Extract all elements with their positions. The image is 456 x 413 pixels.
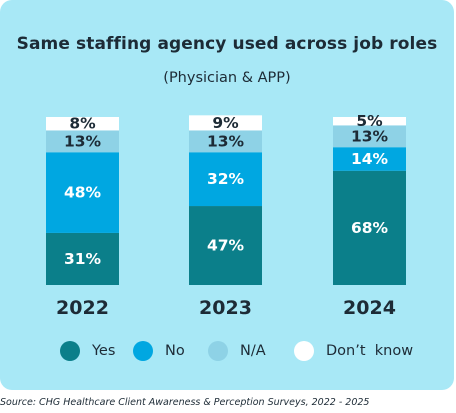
legend-swatch-no (133, 341, 153, 361)
data-label-2024-n-a: 13% (351, 127, 389, 145)
bar-2023-n-a (189, 130, 262, 153)
bar-2022-don-t-know (46, 117, 119, 131)
legend-swatch-dont-know (294, 341, 314, 361)
category-label-2023: 2023 (199, 297, 252, 319)
legend-label-na: N/A (240, 343, 266, 359)
bar-2022-n-a (46, 130, 119, 153)
legend-label-no: No (165, 343, 185, 359)
bar-2023-no (189, 152, 262, 207)
bar-2024-n-a (333, 125, 406, 148)
bar-2024-no (333, 147, 406, 171)
chart-title: Same staffing agency used across job rol… (16, 34, 438, 54)
data-label-2023-don-t-know: 9% (212, 114, 239, 132)
data-label-2022-no: 48% (64, 184, 102, 202)
bar-2024-yes (333, 170, 406, 285)
chart-subtitle: (Physician & APP) (163, 70, 291, 86)
legend-item-no: No (133, 340, 185, 362)
data-label-2024-don-t-know: 5% (356, 112, 383, 130)
source-note: Source: CHG Healthcare Client Awareness … (0, 397, 370, 408)
data-label-2024-yes: 68% (351, 219, 389, 237)
legend-label-yes: Yes (92, 343, 116, 359)
data-label-2023-no: 32% (207, 170, 245, 188)
data-label-2024-no: 14% (351, 150, 389, 168)
bar-2022-yes (46, 232, 119, 285)
legend-item-na: N/A (208, 340, 266, 362)
legend-swatch-yes (60, 341, 80, 361)
bar-2023-don-t-know (189, 115, 262, 131)
bar-2024-don-t-know (333, 117, 406, 126)
category-label-2024: 2024 (343, 297, 396, 319)
data-label-2023-n-a: 13% (207, 132, 245, 150)
data-label-2022-don-t-know: 8% (69, 115, 96, 133)
legend-swatch-na (208, 341, 228, 361)
legend-label-dont-know: Don’t know (326, 343, 414, 359)
data-label-2022-n-a: 13% (64, 132, 102, 150)
category-label-2022: 2022 (56, 297, 109, 319)
data-label-2023-yes: 47% (207, 237, 245, 255)
bar-2022-no (46, 152, 119, 233)
chart-legend: Yes No N/A Don’t know (0, 340, 454, 362)
legend-item-yes: Yes (60, 340, 115, 362)
data-label-2022-yes: 31% (64, 250, 102, 268)
legend-item-dont-know: Don’t know (294, 340, 413, 362)
bar-2023-yes (189, 206, 262, 285)
